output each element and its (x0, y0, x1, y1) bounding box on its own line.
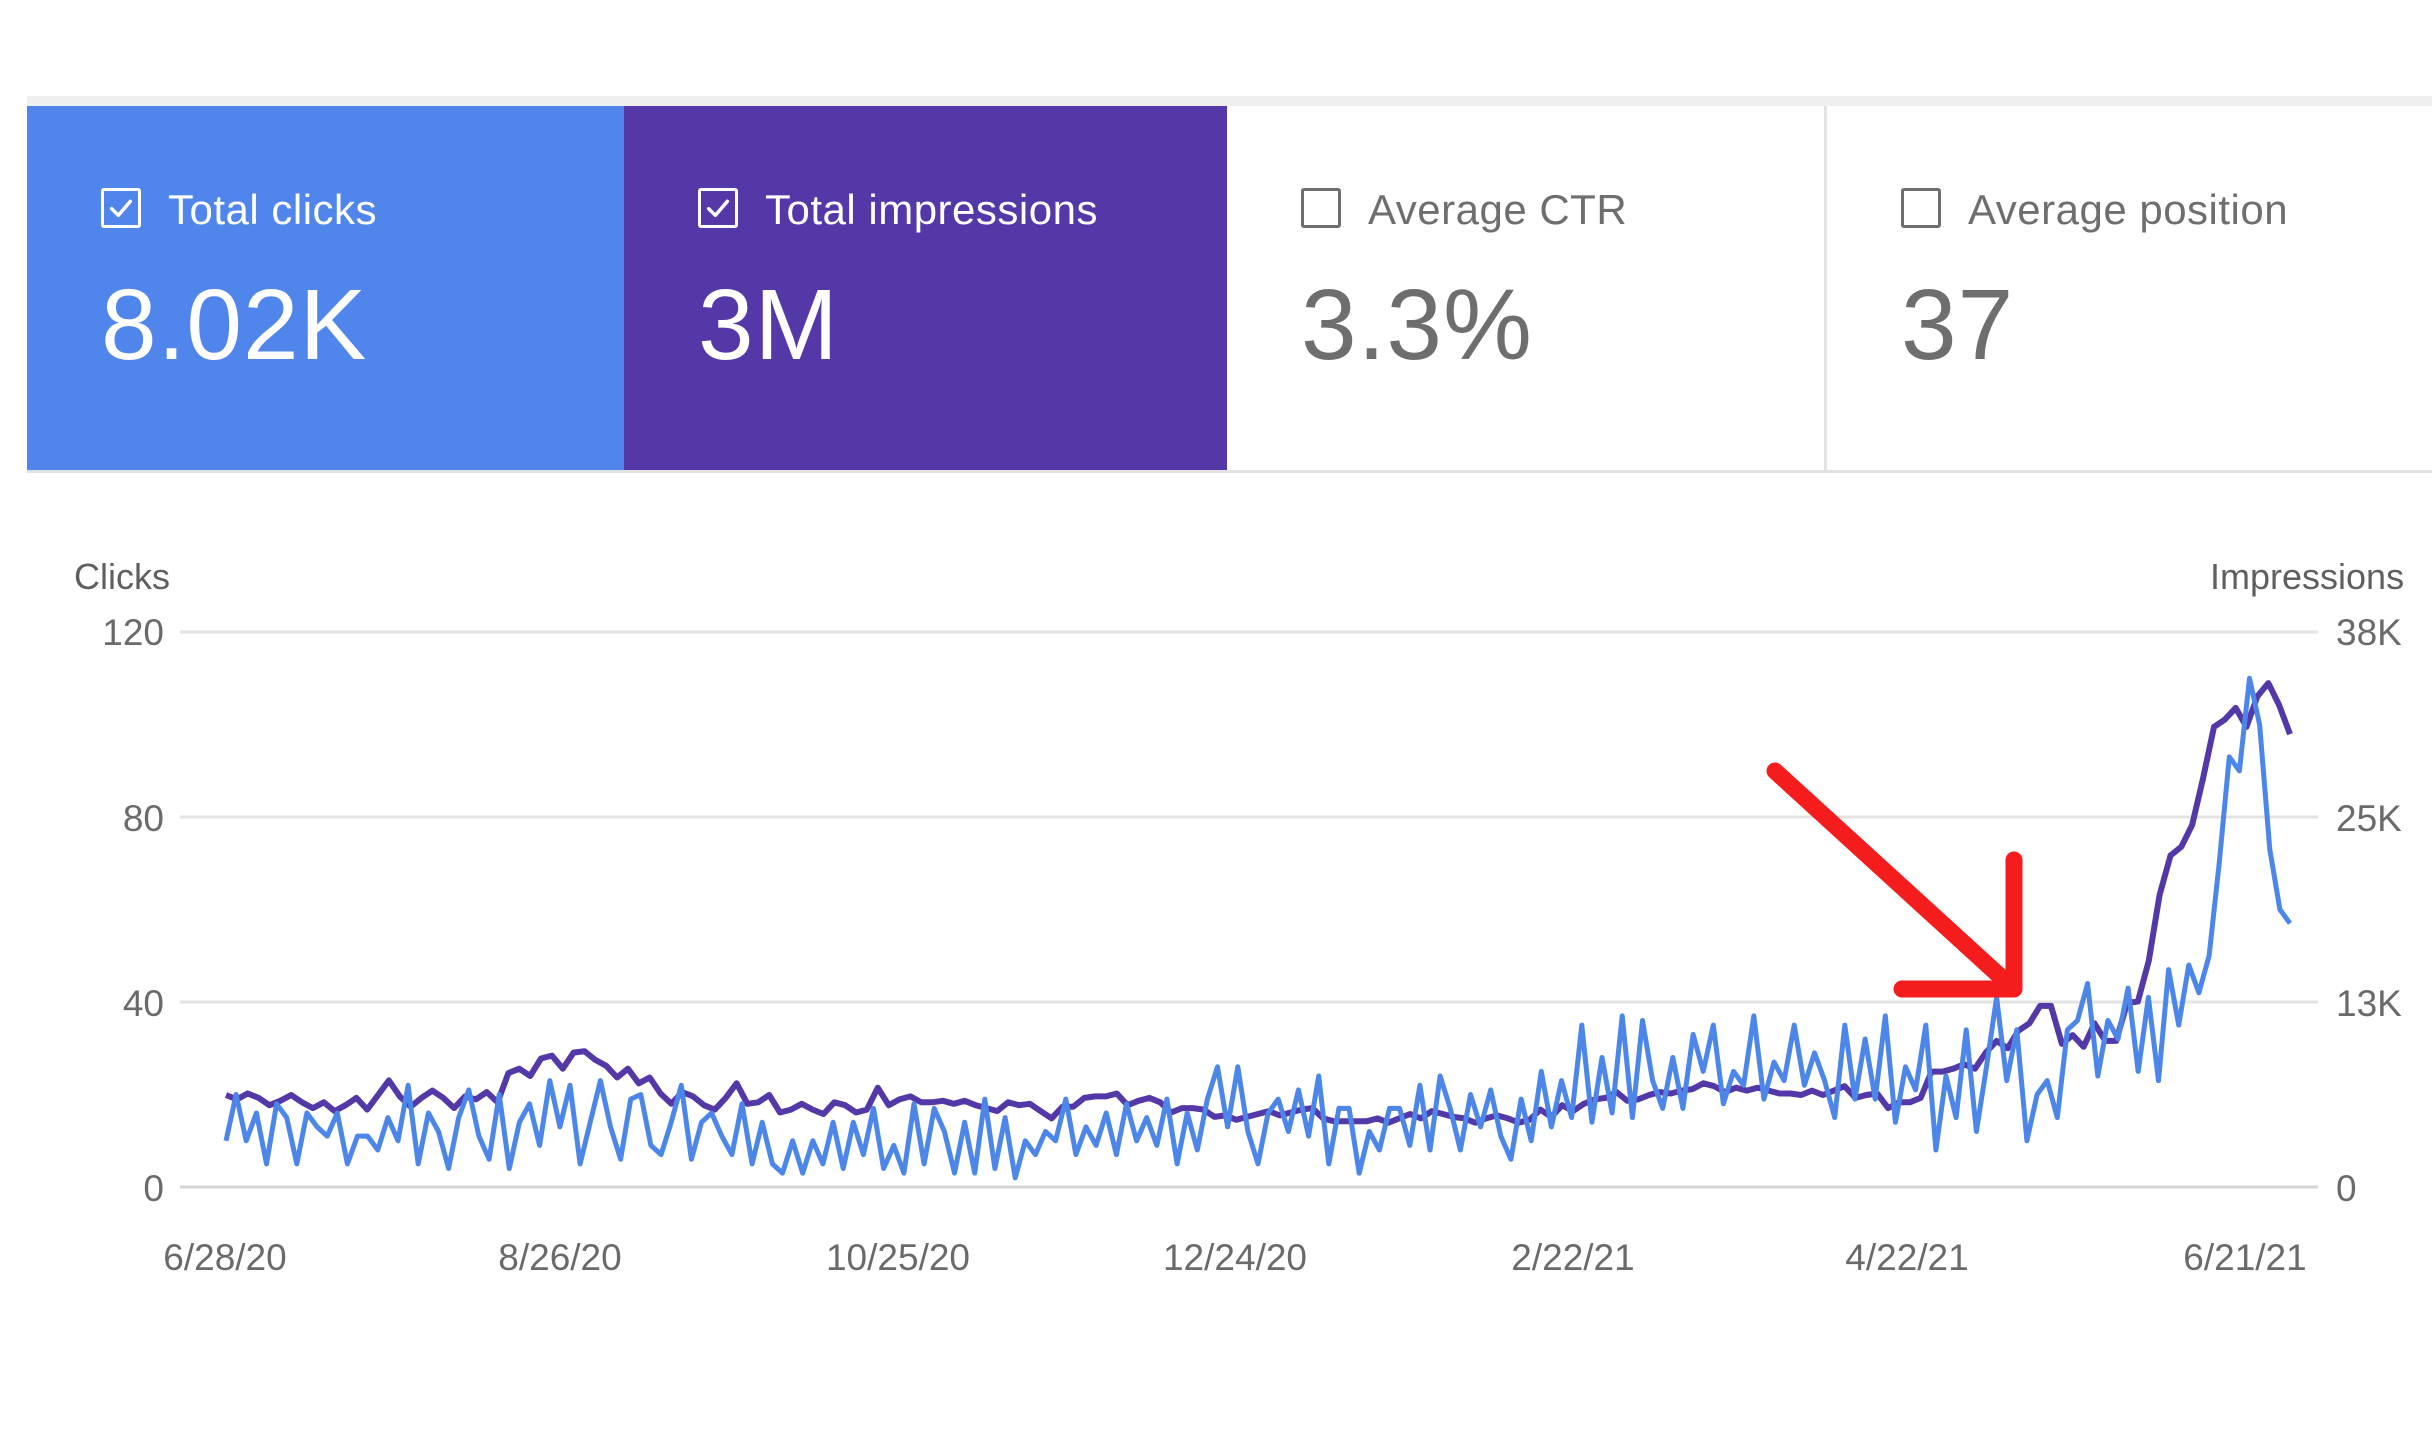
metric-card-total-impressions[interactable]: Total impressions 3M (624, 106, 1227, 470)
metric-value: 8.02K (101, 269, 368, 381)
series-line-impressions (224, 680, 2293, 1126)
metric-card-average-ctr[interactable]: Average CTR 3.3% (1227, 106, 1827, 470)
x-tick: 4/22/21 (1845, 1237, 1969, 1278)
y-right-tick: 0 (2336, 1168, 2357, 1209)
x-tick: 10/25/20 (825, 1237, 971, 1278)
y-left-tick: 40 (122, 983, 164, 1024)
series-line-clicks (223, 675, 2293, 1181)
y-left-tick: 80 (122, 798, 164, 839)
y-axis-right-title: Impressions (2210, 556, 2405, 597)
x-tick: 6/21/21 (2183, 1237, 2307, 1278)
x-tick: 6/28/20 (163, 1237, 287, 1278)
metric-value: 37 (1901, 269, 2015, 381)
checkbox-checked-icon[interactable] (101, 188, 141, 228)
red-arrow-annotation (1766, 762, 2023, 998)
y-axis-left-title: Clicks (74, 556, 170, 597)
metric-card-total-clicks[interactable]: Total clicks 8.02K (27, 106, 624, 470)
metric-value: 3M (698, 269, 839, 381)
metric-card-average-position[interactable]: Average position 37 (1827, 106, 2432, 470)
metric-value: 3.3% (1301, 269, 1533, 381)
x-tick: 8/26/20 (498, 1237, 622, 1278)
checkbox-unchecked-icon[interactable] (1301, 188, 1341, 228)
y-left-tick: 120 (102, 612, 164, 653)
top-divider (27, 96, 2432, 106)
x-tick: 12/24/20 (1162, 1237, 1308, 1278)
metric-label: Total impressions (765, 186, 1098, 233)
metric-label: Average position (1968, 186, 2289, 233)
metric-label: Total clicks (168, 186, 378, 233)
x-tick: 2/22/21 (1511, 1237, 1635, 1278)
y-right-tick: 13K (2336, 983, 2402, 1024)
checkbox-unchecked-icon[interactable] (1901, 188, 1941, 228)
metric-label: Average CTR (1368, 186, 1628, 233)
checkbox-checked-icon[interactable] (698, 188, 738, 228)
y-right-tick: 25K (2336, 798, 2402, 839)
y-left-tick: 0 (143, 1168, 164, 1209)
y-right-tick: 38K (2336, 612, 2402, 653)
metric-cards: Total clicks 8.02K Total impressions 3M … (27, 106, 2432, 473)
